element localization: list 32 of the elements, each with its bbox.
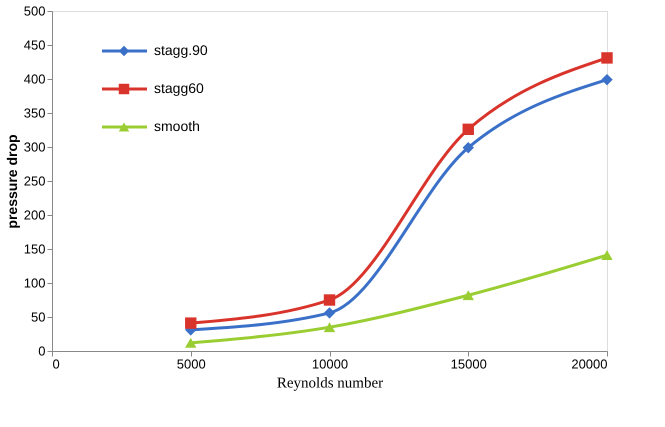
point — [324, 294, 336, 306]
y-tick-label: 250 — [24, 174, 46, 188]
y-tick-label: 50 — [31, 310, 46, 324]
y-tick-label: 100 — [24, 276, 46, 290]
point — [462, 124, 474, 136]
legend-label: smooth — [154, 118, 200, 134]
y-tick-label: 400 — [24, 72, 46, 86]
x-tick-label: 5000 — [176, 356, 206, 372]
legend-label: stagg.90 — [154, 42, 208, 58]
x-tick-label: 10000 — [312, 356, 348, 372]
point — [462, 142, 474, 154]
y-tick-label: 150 — [24, 242, 46, 256]
y-tick-label: 300 — [24, 140, 46, 154]
legend-label: stagg60 — [154, 80, 204, 96]
point — [601, 52, 613, 64]
x-tick-label: 0 — [52, 356, 60, 372]
y-tick-label: 500 — [24, 4, 46, 18]
point — [601, 250, 613, 260]
x-tick-label: 15000 — [450, 356, 487, 372]
point — [462, 290, 474, 300]
y-axis-title: pressure drop — [4, 134, 20, 229]
x-tick-label: 20000 — [571, 356, 608, 372]
y-tick-label: 350 — [24, 106, 46, 120]
point — [185, 317, 196, 329]
x-axis-title: Reynolds number — [276, 376, 384, 392]
y-tick-label: 200 — [24, 208, 46, 222]
y-tick-label: 450 — [24, 38, 46, 52]
point — [185, 338, 196, 348]
point — [324, 322, 336, 332]
point — [601, 74, 613, 86]
point — [324, 307, 336, 319]
y-tick-label: 0 — [38, 344, 46, 358]
